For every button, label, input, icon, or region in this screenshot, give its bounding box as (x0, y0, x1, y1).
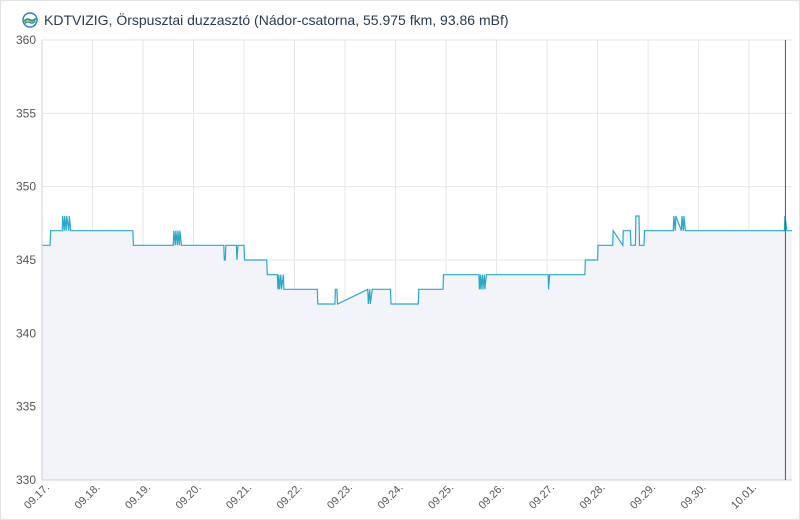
x-tick-label: 10.01. (729, 482, 759, 512)
x-tick-label: 09.20. (174, 482, 204, 512)
x-tick-label: 09.22. (275, 482, 305, 512)
x-tick-label: 09.26. (477, 482, 507, 512)
chart-header: KDTVIZIG, Örspusztai duzzasztó (Nádor-cs… (22, 10, 509, 30)
x-tick-label: 09.29. (628, 482, 658, 512)
kdtvizig-logo-icon (22, 12, 38, 28)
series-line (42, 215, 792, 305)
y-tick-label: 360 (16, 33, 36, 47)
y-tick-label: 355 (16, 106, 36, 120)
x-tick-label: 09.23. (325, 482, 355, 512)
y-tick-label: 340 (16, 326, 36, 340)
x-tick-label: 09.27. (527, 482, 557, 512)
y-tick-label: 330 (16, 473, 36, 487)
y-tick-label: 350 (16, 180, 36, 194)
y-axis-ticks: 330 335 340 345 350 355 360 (16, 33, 36, 487)
chart-title: KDTVIZIG, Örspusztai duzzasztó (Nádor-cs… (44, 12, 509, 28)
x-tick-label: 09.19. (123, 482, 153, 512)
x-tick-label: 09.28. (578, 482, 608, 512)
area-fill (42, 216, 792, 480)
x-tick-label: 09.18. (73, 482, 103, 512)
y-tick-label: 345 (16, 253, 36, 267)
x-axis-ticks: 09.17. 09.18. 09.19. 09.20. 09.21. 09.22. 09.2… (22, 482, 759, 512)
x-tick-label: 09.21. (224, 482, 254, 512)
x-tick-label: 09.25. (426, 482, 456, 512)
x-tick-label: 09.30. (679, 482, 709, 512)
x-tick-label: 09.24. (376, 482, 406, 512)
y-tick-label: 335 (16, 400, 36, 414)
